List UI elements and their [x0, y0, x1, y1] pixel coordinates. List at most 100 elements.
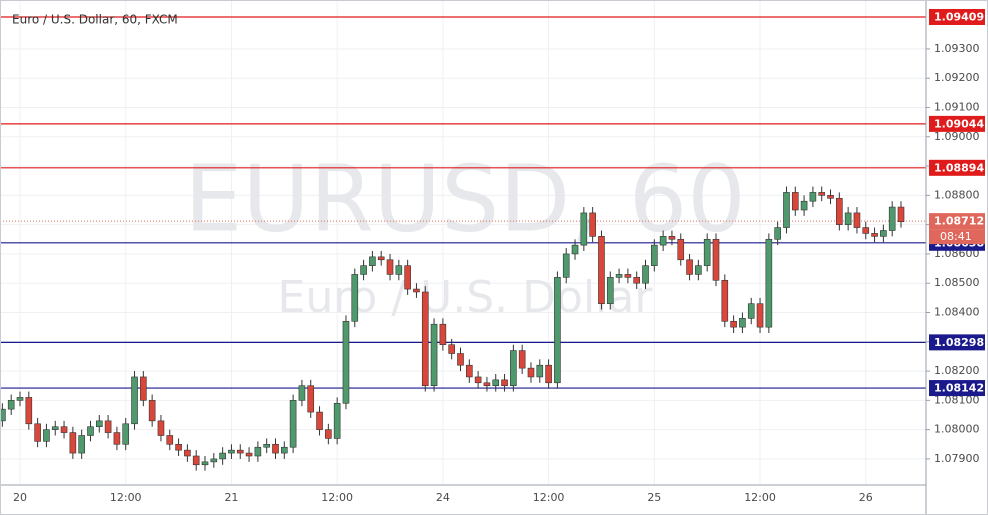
candle-body — [501, 379, 508, 387]
candle-body — [298, 385, 306, 401]
candle-body — [527, 367, 535, 378]
candle-body — [201, 461, 209, 466]
x-tick-label: 25 — [647, 491, 661, 504]
y-tick-label: 1.08500 — [934, 276, 980, 289]
candle-body — [122, 423, 130, 445]
candle-body — [360, 265, 367, 275]
countdown: 08:41 — [940, 230, 972, 243]
y-tick-label: 1.09200 — [934, 71, 980, 84]
levels — [0, 16, 926, 389]
y-tick-label: 1.09000 — [934, 130, 980, 143]
candle-body — [844, 212, 852, 225]
candle-body — [818, 192, 826, 196]
candle-body — [562, 253, 570, 278]
candle-body — [16, 397, 24, 401]
candle-body — [862, 227, 870, 234]
candle-body — [756, 303, 764, 328]
y-tick-label: 1.08200 — [934, 364, 980, 377]
candle-body — [439, 323, 447, 346]
price-label: 1.08298 — [934, 336, 984, 349]
candle-body — [369, 256, 376, 266]
candle-body — [236, 449, 244, 454]
x-tick-label: 12:00 — [533, 491, 565, 504]
candle-body — [254, 446, 262, 457]
candle-body — [78, 435, 85, 454]
candle-body — [651, 244, 658, 266]
candle-body — [888, 206, 896, 231]
candle-body — [589, 212, 596, 237]
candle-body — [157, 420, 165, 436]
candle-body — [483, 382, 491, 387]
candle-body — [25, 397, 33, 425]
y-tick-label: 1.08800 — [934, 188, 980, 201]
candle-body — [140, 376, 147, 401]
candle-body — [228, 449, 235, 454]
candle-body — [377, 256, 385, 261]
candle-body — [289, 400, 297, 448]
candle-body — [800, 200, 808, 211]
candle-body — [113, 432, 121, 445]
candle-body — [853, 212, 861, 228]
candle-body — [316, 411, 323, 430]
candle-body — [774, 227, 781, 240]
candle-body — [34, 423, 41, 442]
candle-body — [51, 426, 59, 430]
candle-body — [184, 449, 191, 457]
candle-body — [148, 400, 156, 422]
candle-body — [219, 452, 226, 460]
candle-body — [712, 238, 720, 281]
chart-title: Euro / U.S. Dollar, 60, FXCM — [12, 13, 178, 27]
candle-body — [606, 277, 614, 305]
candle-body — [580, 212, 588, 246]
candle-body — [897, 206, 905, 223]
candle-body — [836, 197, 843, 225]
candle-body — [192, 455, 200, 466]
y-tick-label: 1.08000 — [934, 423, 980, 436]
candle-body — [43, 429, 50, 442]
countdown-box — [929, 229, 985, 245]
candle-body — [404, 265, 411, 290]
x-tick-label: 12:00 — [321, 491, 353, 504]
price-label-box — [929, 213, 985, 230]
y-tick-label: 1.09300 — [934, 42, 980, 55]
candle-body — [624, 274, 632, 278]
candle-body — [518, 350, 526, 369]
candle-body — [598, 236, 605, 305]
candle-body — [642, 265, 649, 284]
candle-body — [307, 385, 315, 413]
candle-body — [395, 265, 403, 275]
x-tick-label: 24 — [436, 491, 450, 504]
candle-body — [765, 238, 773, 328]
y-tick-label: 1.08100 — [934, 393, 980, 406]
candle-body — [554, 277, 561, 384]
candle-body — [280, 446, 288, 454]
y-tick-label: 1.08400 — [934, 305, 980, 318]
candle-body — [95, 420, 103, 428]
price-label-box — [929, 159, 985, 176]
x-tick-label: 26 — [859, 491, 873, 504]
candles — [0, 186, 905, 471]
x-tick-label: 21 — [224, 491, 238, 504]
candle-body — [545, 364, 552, 384]
candle-body — [386, 259, 394, 275]
candle-body — [747, 303, 755, 319]
candle-body — [783, 192, 790, 228]
candle-body — [686, 259, 693, 275]
price-label: 1.09409 — [934, 10, 984, 23]
candle-body — [492, 379, 500, 387]
candle-body — [633, 277, 641, 284]
watermark-subtitle: Euro / U.S. Dollar — [278, 272, 654, 323]
candle-body — [880, 230, 887, 237]
price-label-box — [929, 334, 985, 351]
candle-body — [448, 344, 455, 354]
candle-body — [104, 420, 112, 433]
candle-body — [210, 458, 218, 463]
candle-body — [536, 364, 544, 378]
candle-body — [677, 238, 685, 261]
price-label-box — [929, 380, 985, 397]
candle-body — [325, 429, 332, 439]
candle-body — [0, 408, 6, 422]
price-label-box — [929, 8, 985, 25]
